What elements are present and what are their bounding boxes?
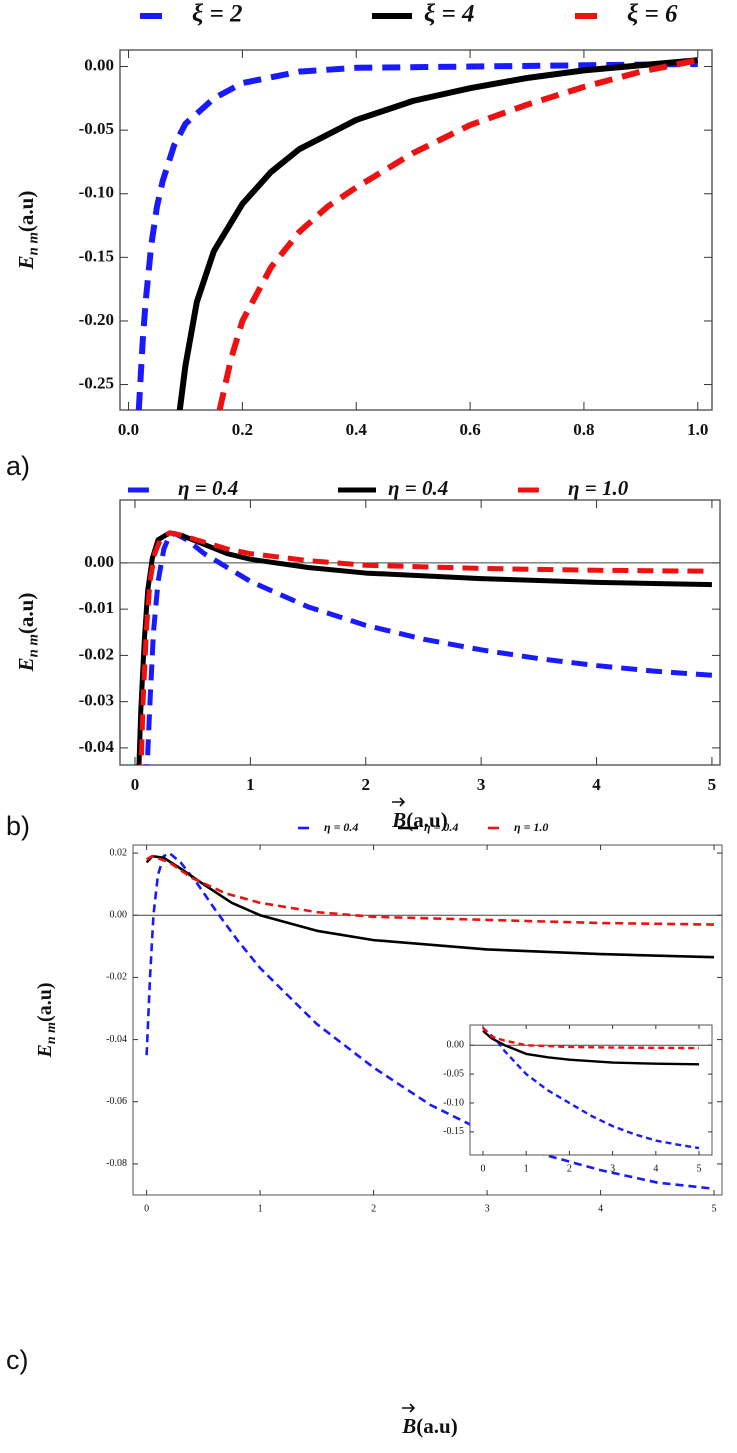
y-tick-label: -0.05 bbox=[443, 1068, 464, 1079]
y-tick-label: -0.05 bbox=[79, 119, 114, 138]
series-line bbox=[482, 1027, 700, 1050]
x-tick-label: 3 bbox=[477, 775, 486, 794]
y-tick-label: 0.00 bbox=[84, 552, 114, 571]
series-line bbox=[145, 854, 715, 926]
legend-label: η = 1.0 bbox=[568, 476, 629, 500]
series-line bbox=[216, 57, 699, 410]
y-label-unit: (a.u) bbox=[14, 191, 38, 232]
plot-frame bbox=[119, 499, 721, 766]
y-tick-label: -0.04 bbox=[79, 737, 115, 756]
y-axis-label: En m(a.u) bbox=[34, 983, 60, 1059]
y-tick-label: -0.02 bbox=[106, 972, 127, 983]
y-label-subscript: n m bbox=[26, 232, 42, 255]
legend-label: η = 1.0 bbox=[514, 820, 548, 834]
series-line bbox=[135, 60, 698, 410]
x-tick-label: 0 bbox=[480, 1163, 485, 1174]
series-line bbox=[145, 854, 715, 959]
x-tick-label: 0 bbox=[144, 1203, 149, 1214]
legend-label: η = 0.4 bbox=[324, 820, 358, 834]
panel-label: b) bbox=[6, 811, 30, 841]
y-tick-label: -0.10 bbox=[443, 1097, 464, 1108]
legend-label: ξ = 4 bbox=[424, 1, 474, 28]
y-tick-label: -0.08 bbox=[106, 1158, 127, 1169]
legend-label: ξ = 6 bbox=[627, 1, 678, 28]
x-tick-label: 0 bbox=[131, 775, 140, 794]
series-line bbox=[482, 1026, 700, 1150]
series-line bbox=[176, 57, 699, 410]
x-tick-label: 0.0 bbox=[118, 420, 139, 439]
y-tick-label: 0.00 bbox=[447, 1040, 465, 1051]
y-tick-label: -0.06 bbox=[106, 1096, 127, 1107]
vector-arrow bbox=[392, 797, 406, 807]
y-tick-label: 0.00 bbox=[84, 55, 114, 74]
y-tick-label: -0.10 bbox=[79, 183, 114, 202]
series-line bbox=[482, 1029, 700, 1066]
x-label-symbol: B bbox=[391, 808, 406, 832]
x-tick-label: 2 bbox=[567, 1163, 572, 1174]
y-tick-label: 0.00 bbox=[110, 910, 128, 921]
y-tick-label: -0.15 bbox=[79, 246, 114, 265]
legend-label: η = 0.4 bbox=[178, 476, 238, 500]
x-label-symbol: B bbox=[401, 1414, 416, 1438]
series-line bbox=[138, 530, 712, 765]
x-label-unit: (a.u) bbox=[416, 1414, 457, 1438]
x-tick-label: 3 bbox=[610, 1163, 615, 1174]
plot-frame bbox=[469, 1024, 713, 1156]
x-tick-label: 2 bbox=[371, 1203, 376, 1214]
x-tick-label: 5 bbox=[708, 775, 717, 794]
plot-frame bbox=[119, 49, 713, 411]
series-line bbox=[144, 531, 713, 765]
x-tick-label: 0.8 bbox=[573, 420, 594, 439]
panel-label: a) bbox=[6, 451, 30, 481]
x-tick-label: 1 bbox=[246, 775, 255, 794]
y-label-unit: (a.u) bbox=[34, 983, 56, 1022]
y-tick-label: -0.04 bbox=[106, 1034, 127, 1045]
legend-label: η = 0.4 bbox=[424, 820, 458, 834]
x-tick-label: 3 bbox=[485, 1203, 490, 1214]
x-tick-label: 1.0 bbox=[687, 420, 708, 439]
y-tick-label: -0.01 bbox=[79, 598, 114, 617]
y-tick-label: -0.02 bbox=[79, 644, 114, 663]
y-label-subscript: n m bbox=[26, 634, 42, 657]
y-tick-label: -0.03 bbox=[79, 691, 114, 710]
x-tick-label: 4 bbox=[653, 1163, 658, 1174]
y-label-subscript: n m bbox=[44, 1022, 59, 1044]
y-label-symbol: E bbox=[14, 657, 38, 672]
x-tick-label: 5 bbox=[697, 1163, 702, 1174]
y-tick-label: -0.15 bbox=[443, 1126, 464, 1137]
vector-arrow bbox=[402, 1403, 416, 1413]
x-tick-label: 1 bbox=[258, 1203, 263, 1214]
y-tick-label: -0.20 bbox=[79, 310, 114, 329]
x-tick-label: 1 bbox=[524, 1163, 529, 1174]
y-tick-label: -0.25 bbox=[79, 373, 114, 392]
y-axis-label: En m(a.u) bbox=[14, 593, 42, 673]
x-tick-label: 0.4 bbox=[346, 420, 368, 439]
x-tick-label: 5 bbox=[712, 1203, 717, 1214]
x-axis-label: B(a.u) bbox=[401, 1414, 457, 1438]
y-label-symbol: E bbox=[34, 1044, 56, 1058]
panel-label: c) bbox=[6, 1345, 29, 1375]
x-tick-label: 2 bbox=[362, 775, 371, 794]
legend-label: η = 0.4 bbox=[388, 476, 448, 500]
x-tick-label: 4 bbox=[598, 1203, 603, 1214]
y-label-symbol: E bbox=[14, 255, 38, 270]
legend-label: ξ = 2 bbox=[192, 1, 242, 28]
x-tick-label: 4 bbox=[592, 775, 601, 794]
x-tick-label: 0.2 bbox=[232, 420, 253, 439]
y-axis-label: En m(a.u) bbox=[14, 191, 42, 271]
x-tick-label: 0.6 bbox=[459, 420, 480, 439]
y-tick-label: 0.02 bbox=[110, 847, 128, 858]
y-label-unit: (a.u) bbox=[14, 593, 38, 634]
